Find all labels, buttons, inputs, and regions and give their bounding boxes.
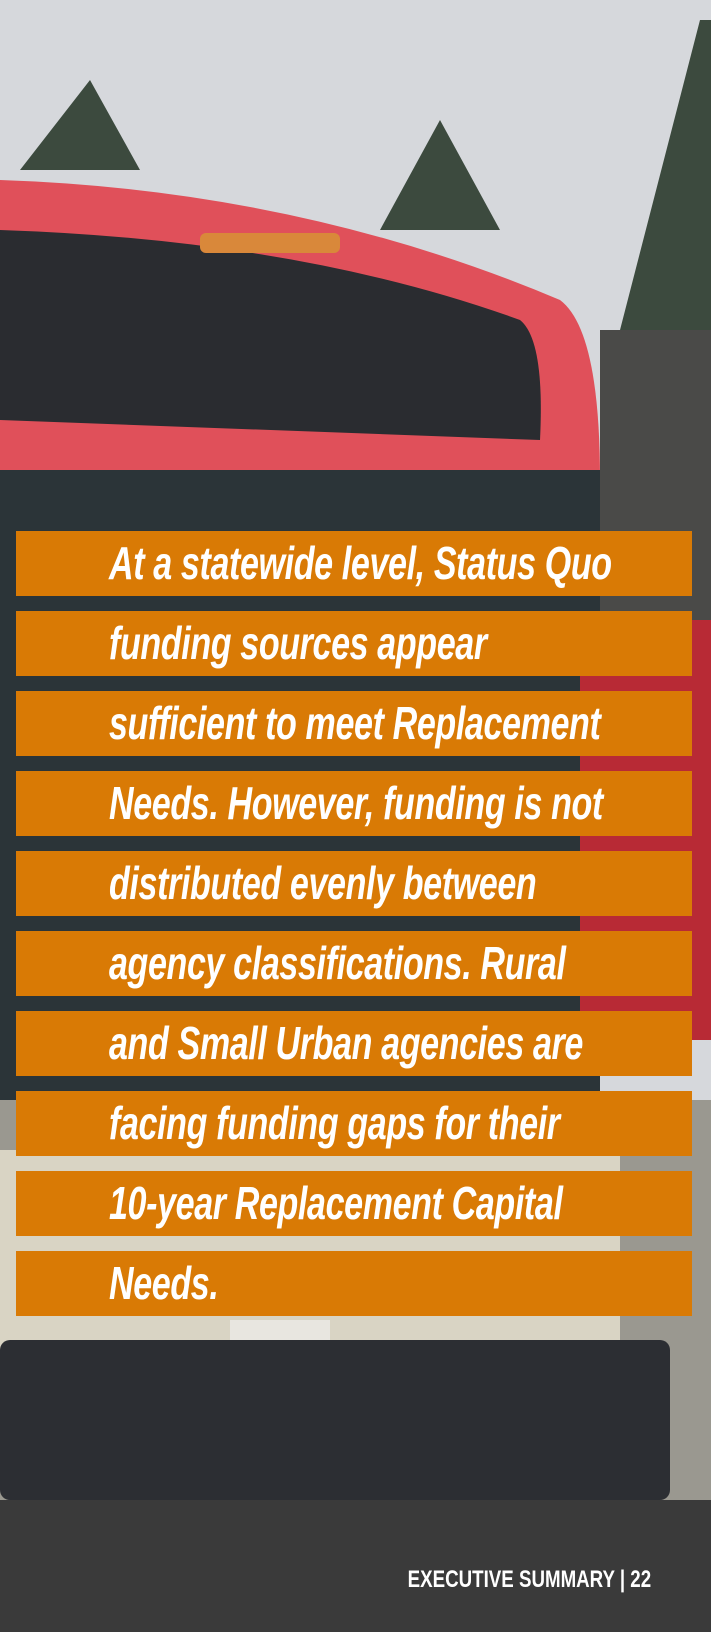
- bus-window: [0, 230, 541, 440]
- ground: [0, 1500, 711, 1632]
- text-band: [16, 771, 692, 836]
- trees: [20, 20, 711, 340]
- quote-line: sufficient to meet Replacement: [109, 697, 601, 749]
- quote-line: At a statewide level, Status Quo: [109, 537, 612, 589]
- quote-line: Needs.: [109, 1257, 219, 1309]
- text-band: [16, 531, 692, 596]
- text-band: [16, 611, 692, 676]
- bumper: [0, 1340, 670, 1500]
- quote-line: funding sources appear: [109, 617, 487, 669]
- text-band: [16, 851, 692, 916]
- quote-line: agency classifications. Rural: [109, 937, 566, 989]
- quote-line: and Small Urban agencies are: [109, 1017, 583, 1069]
- quote-line: distributed evenly between: [109, 857, 537, 909]
- text-band: [16, 1011, 692, 1076]
- text-band: [16, 1171, 692, 1236]
- text-band: [16, 1091, 692, 1156]
- footer: EXECUTIVE SUMMARY | 22: [407, 1566, 651, 1593]
- bus-lights: [200, 233, 340, 253]
- quote-line: Needs. However, funding is not: [109, 777, 603, 829]
- quote-line: 10-year Replacement Capital: [109, 1177, 563, 1229]
- text-band: [16, 931, 692, 996]
- text-band: [16, 1251, 692, 1316]
- text-band: [16, 691, 692, 756]
- shelter: [600, 330, 711, 660]
- quote-line: facing funding gaps for their: [109, 1097, 560, 1149]
